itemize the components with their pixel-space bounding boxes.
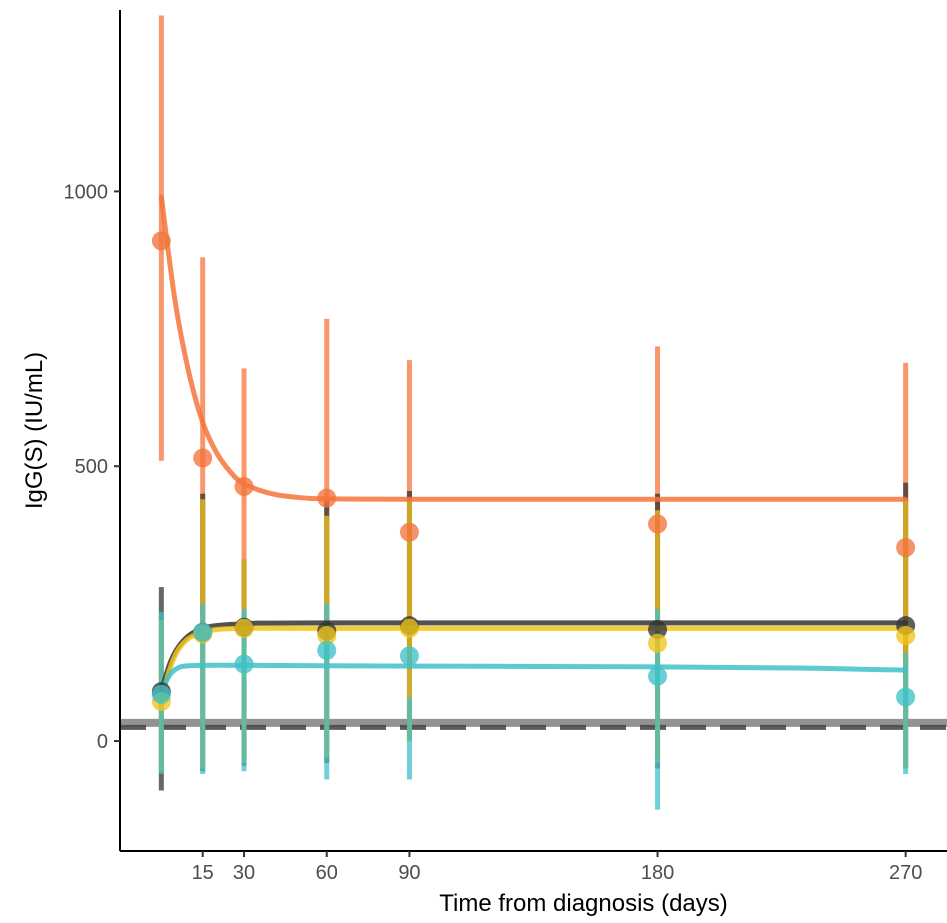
data-point-s1-1 bbox=[151, 231, 171, 251]
data-point-s1-4 bbox=[317, 488, 337, 508]
data-point-s2-6 bbox=[648, 619, 668, 639]
x-tick-label: 90 bbox=[398, 862, 420, 884]
fit-line-s3 bbox=[158, 625, 909, 703]
data-point-s4-2 bbox=[193, 622, 213, 642]
data-point-s1-6 bbox=[648, 514, 668, 534]
data-point-s4-3 bbox=[234, 654, 254, 674]
data-point-s3-6 bbox=[648, 633, 668, 653]
y-tick-label: 1000 bbox=[64, 181, 109, 203]
x-tick-label: 60 bbox=[316, 862, 338, 884]
data-point-s4-6 bbox=[648, 666, 668, 686]
data-point-s1-7 bbox=[896, 538, 916, 558]
x-tick-label: 15 bbox=[192, 862, 214, 884]
y-tick-label: 500 bbox=[75, 456, 108, 478]
data-point-s1-5 bbox=[399, 522, 419, 542]
data-point-s3-3 bbox=[234, 618, 254, 638]
data-point-s1-2 bbox=[193, 448, 213, 468]
data-point-s4-4 bbox=[317, 640, 337, 660]
x-tick-label: 180 bbox=[641, 862, 674, 884]
data-point-s4-1 bbox=[151, 684, 171, 704]
data-point-s4-7 bbox=[896, 687, 916, 707]
data-point-s3-5 bbox=[399, 618, 419, 638]
fit-line-s4 bbox=[158, 662, 909, 695]
y-axis-title: IgG(S) (IU/mL) bbox=[21, 352, 48, 509]
x-tick-label: 30 bbox=[233, 862, 255, 884]
data-point-s3-7 bbox=[896, 626, 916, 646]
data-point-s4-5 bbox=[399, 646, 419, 666]
x-axis-title: Time from diagnosis (days) bbox=[439, 890, 728, 917]
data-point-s1-3 bbox=[234, 477, 254, 497]
fit-line-s2 bbox=[158, 620, 909, 695]
x-tick-label: 270 bbox=[889, 862, 922, 884]
y-tick-label: 0 bbox=[97, 731, 108, 753]
fit-line-s1 bbox=[158, 194, 909, 502]
data-point-s3-4 bbox=[317, 626, 337, 646]
